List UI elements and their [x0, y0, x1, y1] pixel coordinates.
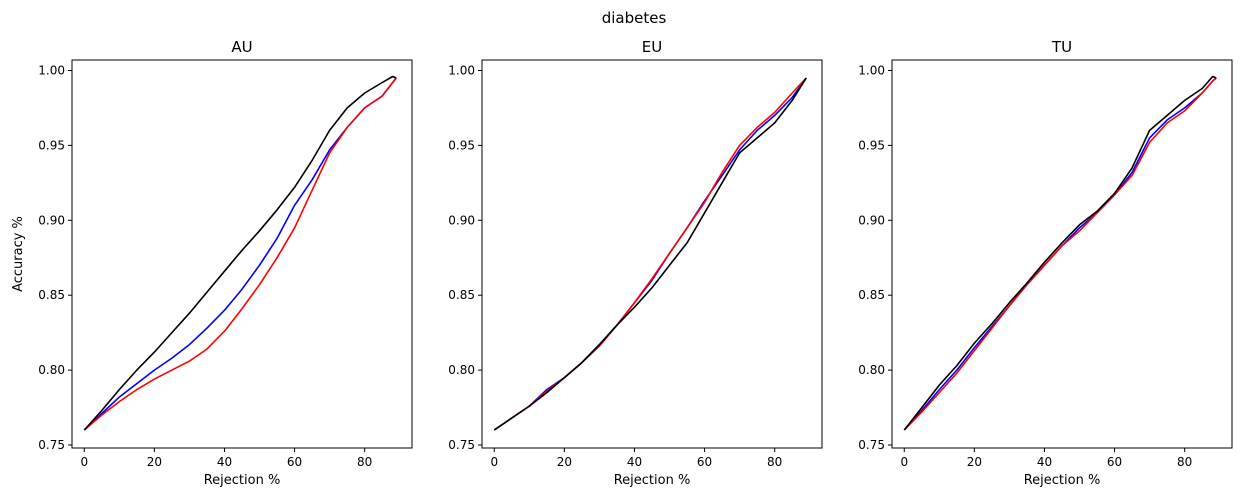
- y-tick-label: 0.85: [448, 288, 475, 302]
- series-line-2: [493, 77, 807, 431]
- series-line-3: [493, 77, 807, 431]
- x-tick-label: 0: [490, 455, 498, 469]
- y-tick-label: 0.75: [448, 438, 475, 452]
- x-tick-label: 0: [80, 455, 88, 469]
- subplot-title: TU: [1051, 38, 1072, 56]
- y-tick-label: 0.80: [448, 363, 475, 377]
- x-tick-label: 0: [900, 455, 908, 469]
- x-tick-label: 80: [1177, 455, 1192, 469]
- axes-frame: [891, 59, 1233, 449]
- y-tick-label: 0.90: [448, 213, 475, 227]
- y-tick-label: 0.85: [858, 288, 885, 302]
- y-tick-label: 0.95: [858, 138, 885, 152]
- subplot-title: EU: [642, 38, 662, 56]
- axes-frame: [481, 59, 823, 449]
- y-tick-label: 0.95: [38, 138, 65, 152]
- series-line-1: [903, 77, 1217, 431]
- subplot-tu: 0 20 40 60 80 0.75 0.80 0.85 0.90 0.95 1.00 TU Rejec…: [858, 38, 1233, 488]
- series-line-2: [903, 77, 1217, 431]
- y-tick-label: 0.95: [448, 138, 475, 152]
- x-tick-label: 40: [217, 455, 232, 469]
- y-tick-label: 0.80: [38, 363, 65, 377]
- x-axis-label: Rejection %: [204, 473, 281, 488]
- y-tick-label: 0.75: [858, 438, 885, 452]
- x-tick-label: 60: [1107, 455, 1122, 469]
- axes-frame: [71, 59, 413, 449]
- x-tick-label: 60: [697, 455, 712, 469]
- series-line-1: [493, 77, 807, 431]
- series-line-2: [83, 77, 397, 431]
- y-tick-label: 1.00: [448, 63, 475, 77]
- series-line-3: [83, 75, 397, 431]
- x-axis-label: Rejection %: [1024, 473, 1101, 488]
- subplot-eu: 0 20 40 60 80 0.75 0.80 0.85 0.90 0.95 1.00 EU Rejec…: [448, 38, 823, 488]
- y-axis-label: Accuracy %: [11, 216, 26, 292]
- x-tick-label: 80: [767, 455, 782, 469]
- x-tick-label: 40: [1037, 455, 1052, 469]
- y-tick-label: 0.75: [38, 438, 65, 452]
- subplot-title: AU: [231, 38, 252, 56]
- figure-suptitle: diabetes: [602, 9, 667, 27]
- x-tick-label: 40: [627, 455, 642, 469]
- x-tick-label: 60: [287, 455, 302, 469]
- y-tick-label: 0.90: [38, 213, 65, 227]
- y-tick-label: 0.90: [858, 213, 885, 227]
- x-tick-label: 20: [147, 455, 162, 469]
- series-line-3: [903, 75, 1217, 431]
- x-axis-label: Rejection %: [614, 473, 691, 488]
- y-tick-label: 0.85: [38, 288, 65, 302]
- x-tick-label: 20: [557, 455, 572, 469]
- y-tick-label: 1.00: [858, 63, 885, 77]
- x-tick-label: 80: [357, 455, 372, 469]
- y-tick-label: 0.80: [858, 363, 885, 377]
- x-tick-label: 20: [967, 455, 982, 469]
- subplot-au: 0 20 40 60 80 0.75 0.80 0.85 0.90 0.95 1.00 AU Rejec…: [11, 38, 413, 488]
- y-tick-label: 1.00: [38, 63, 65, 77]
